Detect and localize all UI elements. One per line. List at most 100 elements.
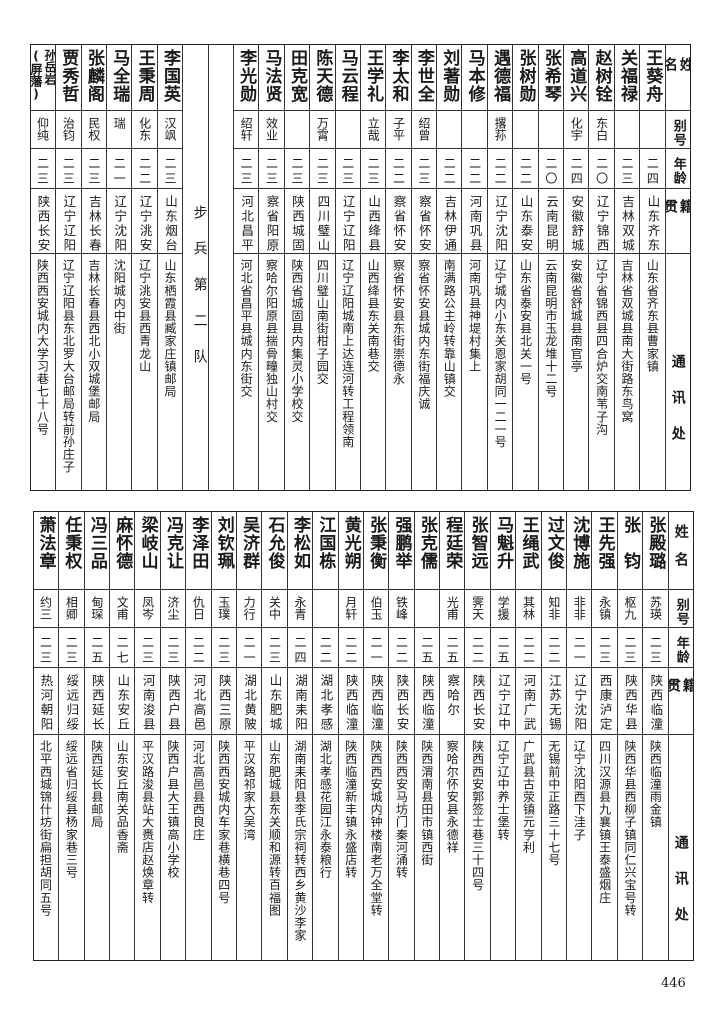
age-cell: 二二 [513, 149, 538, 189]
age-cell: 二三 [29, 149, 56, 189]
age-cell: 二〇 [589, 149, 614, 189]
name-cell: 任秉权 [59, 512, 84, 590]
alias-cell: 光甫 [440, 590, 465, 628]
origin: 热河朝阳 [38, 674, 54, 732]
person-name: 麻怀德 [112, 516, 133, 570]
table-row: 遇德福 撂荪 二二 辽宁沈阳 辽宁城内小东关恩家胡同一二一号 [486, 45, 513, 490]
origin-cell: 陕西户县 [160, 668, 186, 735]
address: 辽宁辽阳城南上达连河转工程领南 [340, 259, 355, 448]
person-name: 李世全 [413, 49, 434, 103]
age-cell: 二三 [262, 628, 287, 668]
address: 陕西西安马坊门秦河涌转 [394, 740, 409, 879]
name-cell: 刘著勋 [437, 45, 462, 111]
age-cell: 二三 [360, 149, 386, 189]
table-row: 李太和 子平 二二 察省怀安 察省怀安县东街崇德永 [385, 45, 411, 490]
table-row: 马本修 二二 河南巩县 河南巩县神堤村集上 [461, 45, 487, 490]
address-cell: 绥远省归绥县杨家巷三号 [59, 735, 83, 960]
table-row: 高道兴 化宇 二四 安徽舒城 安徽省舒城县南官亭 [563, 45, 589, 490]
origin-cell: 江苏无锡 [541, 668, 567, 735]
age: 二三 [315, 157, 330, 187]
name-cell: 王学礼 [360, 45, 386, 111]
age-cell: 二二 [386, 149, 411, 189]
table-row: 李泽田 仇日 二二 河北高邑 河北高邑县西良庄 [185, 512, 211, 960]
address: 陕西西安郭签士巷三十四号 [470, 740, 485, 892]
header-origin: 籍贯 [665, 199, 690, 229]
address-cell: 河北省昌平县城内东街交 [234, 254, 258, 490]
origin-cell: 河南广武 [516, 668, 541, 735]
origin: 吉林伊通 [442, 195, 458, 253]
section-column: 步兵第二队 [182, 45, 208, 490]
name-cell: 程廷荣 [440, 512, 465, 590]
origin: 察哈尔 [445, 674, 461, 718]
origin-cell: 河北高邑 [186, 668, 211, 735]
origin: 山东烟台 [162, 195, 178, 253]
table-row: 张麟阁 民权 二三 吉林长春 吉林长春县西北小双城堡邮局 [80, 45, 107, 490]
person-name: 赵树铨 [591, 49, 612, 103]
name-cell: 孙岳岩 (屏藩) [29, 45, 56, 111]
address-cell: 陕西延长县邮局 [85, 735, 109, 960]
alias-cell: 化东 [132, 111, 157, 149]
alias: 非非 [572, 596, 587, 620]
address: 山东栖霞县臧家庄镇邮局 [162, 259, 177, 398]
person-name: 陈天德 [312, 49, 333, 103]
name-cell: 马云程 [335, 45, 360, 111]
origin: 湖北孝感 [318, 674, 334, 732]
table-row: 王先强 永镇 二三 西康泸定 四川汉源县九襄镇王泰盛烟庄 [591, 512, 617, 960]
address-cell: 山东栖霞县臧家庄镇邮局 [158, 254, 182, 490]
origin: 河北高邑 [191, 674, 207, 732]
age-cell: 二三 [59, 628, 84, 668]
person-name: 吴济群 [239, 516, 260, 570]
address-cell: 吉林省双城县南大街路东鸟窝 [615, 254, 639, 490]
alias: 甸琛 [89, 596, 104, 620]
age: 二二 [521, 636, 536, 666]
origin-cell: 察省怀安 [386, 189, 411, 254]
origin: 河南浚县 [140, 674, 156, 732]
person-name: 黄光朔 [340, 516, 361, 570]
name-cell: 沈博施 [567, 512, 592, 590]
origin: 陕西延长 [89, 674, 105, 732]
table-row: 张克儒 二五 陕西临潼 陕西渭南县田市镇西街 [413, 512, 440, 960]
address: 河南巩县神堤村集上 [467, 259, 482, 373]
alias-cell [538, 111, 564, 149]
name-cell: 李泽田 [186, 512, 211, 590]
address-cell: 陕西西安城内车家巷横巷四号 [212, 735, 236, 960]
alias-cell [414, 590, 440, 628]
person-name: 程廷荣 [442, 516, 463, 570]
alias: 关中 [267, 596, 282, 620]
age: 二二 [137, 157, 152, 187]
address: 吉林省双城县南大街路东鸟窝 [620, 259, 635, 423]
address: 山东省泰安县北关一号 [518, 259, 533, 385]
address-cell: 四川汉源县九襄镇王泰盛烟庄 [592, 735, 616, 960]
age: 二〇 [594, 157, 609, 187]
age-cell: 二二 [487, 149, 513, 189]
origin: 辽宁辽阳 [61, 195, 77, 253]
age-cell: 二三 [411, 149, 437, 189]
address: 辽宁省锦西县四合炉交南苇子沟 [594, 259, 609, 436]
name-cell: 李松如 [287, 512, 313, 590]
table-row: 贾秀哲 治钧 二三 辽宁辽阳 辽宁辽阳县东北罗大台邮局转前孙庄子 [55, 45, 81, 490]
age-cell: 二三 [614, 149, 640, 189]
name-cell: 萧法章 [32, 512, 59, 590]
table-row: 马魁升 学援 二五 辽宁辽中 辽宁辽中养士堡转 [489, 512, 516, 960]
table-row: 王秉周 化东 二二 辽宁洮安 辽宁洮安县西青龙山 [131, 45, 157, 490]
address: 平汉路浚县站大赉店赵焕章转 [140, 740, 155, 904]
alias-cell: 非非 [567, 590, 592, 628]
origin: 西康泸定 [597, 674, 613, 732]
age: 二〇 [543, 157, 558, 187]
age: 二二 [394, 636, 409, 666]
origin: 辽宁辽中 [496, 674, 512, 732]
table-row: 强鹏举 铁峰 二二 陕西长安 陕西西安马坊门秦河涌转 [388, 512, 414, 960]
origin-cell: 山东泰安 [513, 189, 538, 254]
age-cell: 二二 [389, 628, 414, 668]
name-cell: 麻怀德 [110, 512, 135, 590]
origin: 吉林双城 [620, 195, 636, 253]
address: 辽宁辽中养士堡转 [496, 740, 511, 841]
name-cell: 冯克让 [160, 512, 186, 590]
address-cell: 陕西户县大王镇高小学校 [161, 735, 185, 960]
address-cell: 察哈尔怀安县永德祥 [440, 735, 464, 960]
alias: 永青 [292, 596, 307, 620]
address-cell: 陕西西安马坊门秦河涌转 [389, 735, 413, 960]
age: 二三 [623, 636, 638, 666]
alias-cell: 绍轩 [233, 111, 259, 149]
person-name: 刘钦珮 [213, 516, 234, 570]
